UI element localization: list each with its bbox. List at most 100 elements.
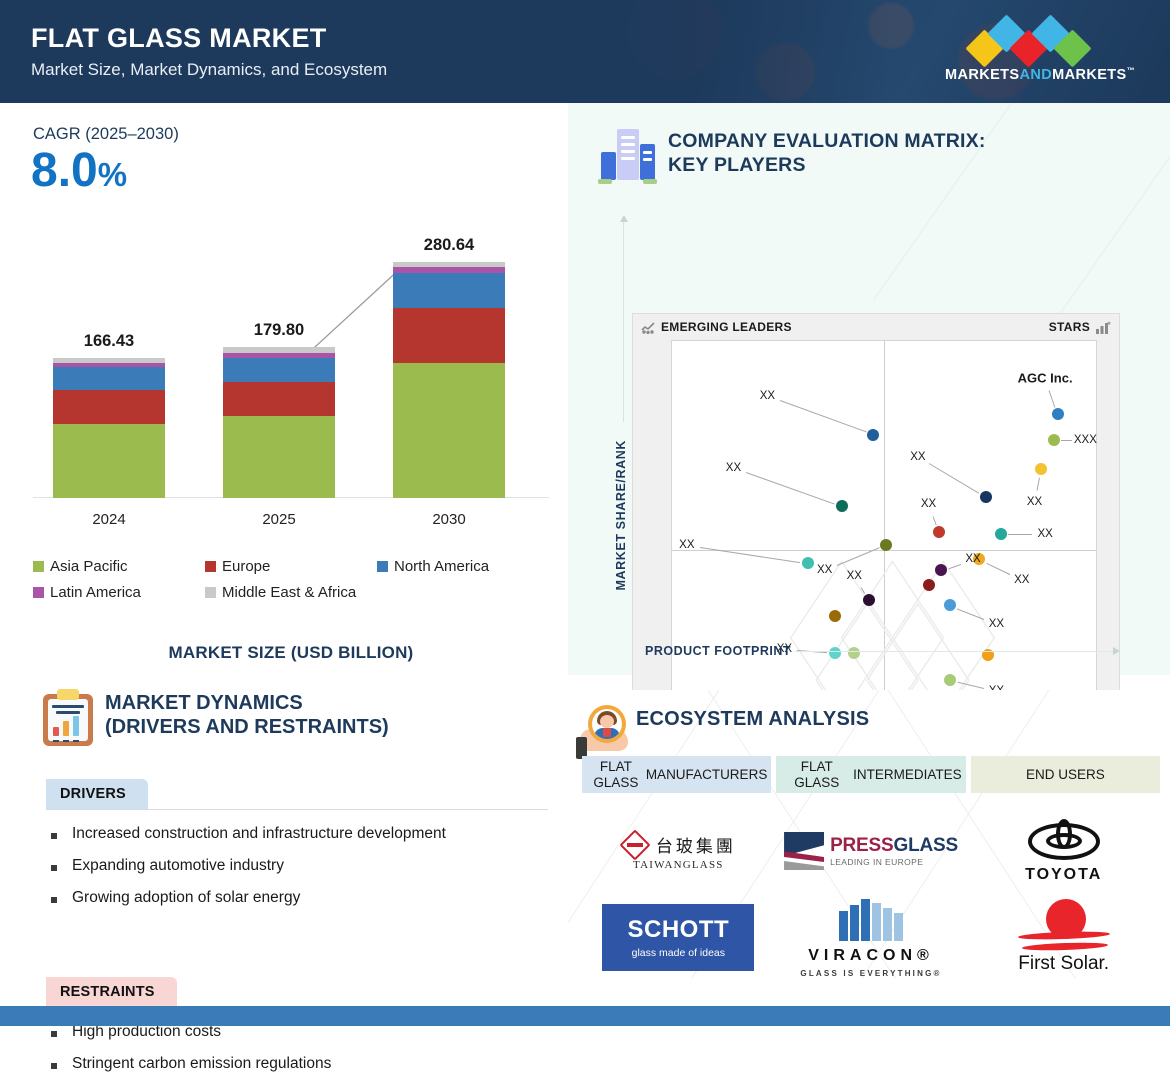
legend-item-middle-east-africa: Middle East & Africa (205, 584, 377, 601)
legend-label: Asia Pacific (50, 558, 128, 575)
matrix-top-labels: EMERGING LEADERS STARS (633, 314, 1119, 340)
bar-segment-middle-east-africa (53, 358, 165, 364)
matrix-leader-line (932, 516, 937, 526)
market-share-axis-line (623, 222, 624, 422)
bullet-square-icon (51, 1063, 57, 1069)
viracon-building-icon (839, 897, 903, 941)
matrix-point-label: XX (776, 643, 793, 656)
logo-diamonds-icon (945, 14, 1125, 68)
matrix-data-point[interactable] (863, 593, 876, 606)
legend-item-asia-pacific: Asia Pacific (33, 558, 205, 575)
legend-label: Latin America (50, 584, 141, 601)
matrix-point-label: XX (1037, 527, 1053, 540)
matrix-data-point[interactable] (1047, 434, 1060, 447)
pressglass-word-glass: GLASS (893, 834, 958, 856)
market-size-title: MARKET SIZE (USD BILLION) (168, 643, 414, 662)
matrix-data-point[interactable] (829, 646, 842, 659)
ecosystem-category-headers: FLAT GLASS MANUFACTURERS FLAT GLASS INTERME… (582, 756, 1160, 793)
bar-group (393, 262, 505, 498)
drivers-tab-label: DRIVERS (46, 779, 148, 809)
taiwanglass-diamond-icon (619, 828, 651, 861)
driver-item: Growing adoption of solar energy (46, 889, 556, 907)
matrix-leader-line (860, 587, 866, 594)
matrix-data-point[interactable] (922, 579, 935, 592)
market-dynamics-title: MARKET DYNAMICS (DRIVERS AND RESTRAINTS) (105, 691, 525, 739)
bar-segment-north-america (393, 273, 505, 308)
bar-segment-asia-pacific (393, 363, 505, 498)
driver-item: Expanding automotive industry (46, 857, 556, 875)
matrix-data-point[interactable] (880, 538, 893, 551)
legend-swatch (205, 587, 216, 598)
matrix-point-label: XX (816, 564, 833, 577)
matrix-data-point[interactable] (943, 599, 956, 612)
matrix-point-label: XX (846, 569, 862, 582)
matrix-data-point[interactable] (979, 490, 992, 503)
matrix-data-point[interactable] (1051, 408, 1064, 421)
legend-row: Asia Pacific Europe North America (33, 558, 549, 575)
matrix-data-point[interactable] (973, 553, 986, 566)
matrix-data-point[interactable] (1034, 463, 1047, 476)
legend-swatch (33, 587, 44, 598)
matrix-point-label: XX (965, 553, 981, 566)
matrix-data-point[interactable] (801, 557, 814, 570)
bar-segment-latin-america (53, 363, 165, 367)
chart-legend: Asia Pacific Europe North America Latin Ame… (33, 558, 549, 610)
bar-category-label: 2025 (262, 511, 296, 528)
drivers-list: Increased construction and infrastructur… (46, 825, 556, 921)
market-dynamics-title-line1: MARKET DYNAMICS (105, 692, 303, 714)
market-dynamics-title-line2: (DRIVERS AND RESTRAINTS) (105, 716, 389, 738)
legend-row: Latin America Middle East & Africa (33, 584, 549, 601)
matrix-horizontal-divider (672, 550, 1096, 552)
matrix-data-point[interactable] (935, 564, 948, 577)
matrix-leader-line (779, 400, 867, 433)
cem-title-line1: COMPANY EVALUATION MATRIX: (668, 130, 986, 152)
footer-bar (0, 1006, 1170, 1026)
emerging-leaders-icon (641, 321, 655, 334)
viracon-logo: VIRACON® GLASS IS EVERYTHING® (800, 897, 941, 978)
toyota-wordmark: TOYOTA (1025, 865, 1103, 883)
bar-segment-latin-america (393, 267, 505, 274)
company-evaluation-title: COMPANY EVALUATION MATRIX: KEY PLAYERS (668, 129, 1138, 178)
matrix-leader-line (699, 546, 801, 563)
bar-group (53, 358, 165, 498)
legend-label: Europe (222, 558, 271, 575)
buildings-icon (598, 126, 658, 184)
restraints-tab-label: RESTRAINTS (46, 977, 177, 1007)
market-size-chart: 166.43 2024 179.80 2025 280.64 2030 (33, 233, 549, 533)
logo-wordmark: MARKETSANDMARKETS™ (945, 66, 1135, 83)
driver-item-text: Expanding automotive industry (72, 857, 284, 874)
matrix-y-axis-label: MARKET SHARE/RANK (614, 440, 628, 591)
marketsandmarkets-logo: MARKETSANDMARKETS™ (945, 14, 1135, 88)
bullet-square-icon (51, 833, 57, 839)
bar-segment-latin-america (223, 353, 335, 358)
matrix-data-point[interactable] (994, 527, 1007, 540)
quadrant-label-emerging-leaders: EMERGING LEADERS (661, 320, 792, 334)
bar-segment-asia-pacific (53, 424, 165, 498)
driver-item-text: Increased construction and infrastructur… (72, 825, 446, 842)
legend-item-latin-america: Latin America (33, 584, 205, 601)
drivers-divider (46, 809, 548, 810)
bar-segment-north-america (53, 366, 165, 390)
cagr-percent-sign: % (97, 156, 128, 193)
matrix-data-point[interactable] (835, 500, 848, 513)
pressglass-word-press: PRESS (830, 834, 894, 856)
cagr-value: 8.0% (31, 147, 127, 195)
matrix-leader-line (956, 608, 985, 620)
restraint-item-text: Stringent carbon emission regulations (72, 1055, 332, 1072)
matrix-data-point[interactable] (829, 610, 842, 623)
firstsolar-sun-icon (1014, 899, 1114, 952)
matrix-point-label: XX (988, 617, 1005, 630)
bar-group (223, 346, 335, 498)
matrix-data-point[interactable] (848, 646, 861, 659)
driver-item-text: Growing adoption of solar energy (72, 889, 301, 906)
matrix-data-point[interactable] (867, 428, 880, 441)
matrix-data-point[interactable] (933, 525, 946, 538)
taiwanglass-logo: 台玻集團 TAIWANGLASS (619, 828, 736, 871)
bar-segment-europe (53, 389, 165, 424)
quadrant-label-stars: STARS (1048, 320, 1090, 334)
viracon-tagline: GLASS IS EVERYTHING® (800, 968, 942, 978)
matrix-data-point[interactable] (943, 674, 956, 687)
logo-cell-toyota: TOYOTA (967, 808, 1160, 894)
matrix-leader-line (1036, 477, 1040, 491)
